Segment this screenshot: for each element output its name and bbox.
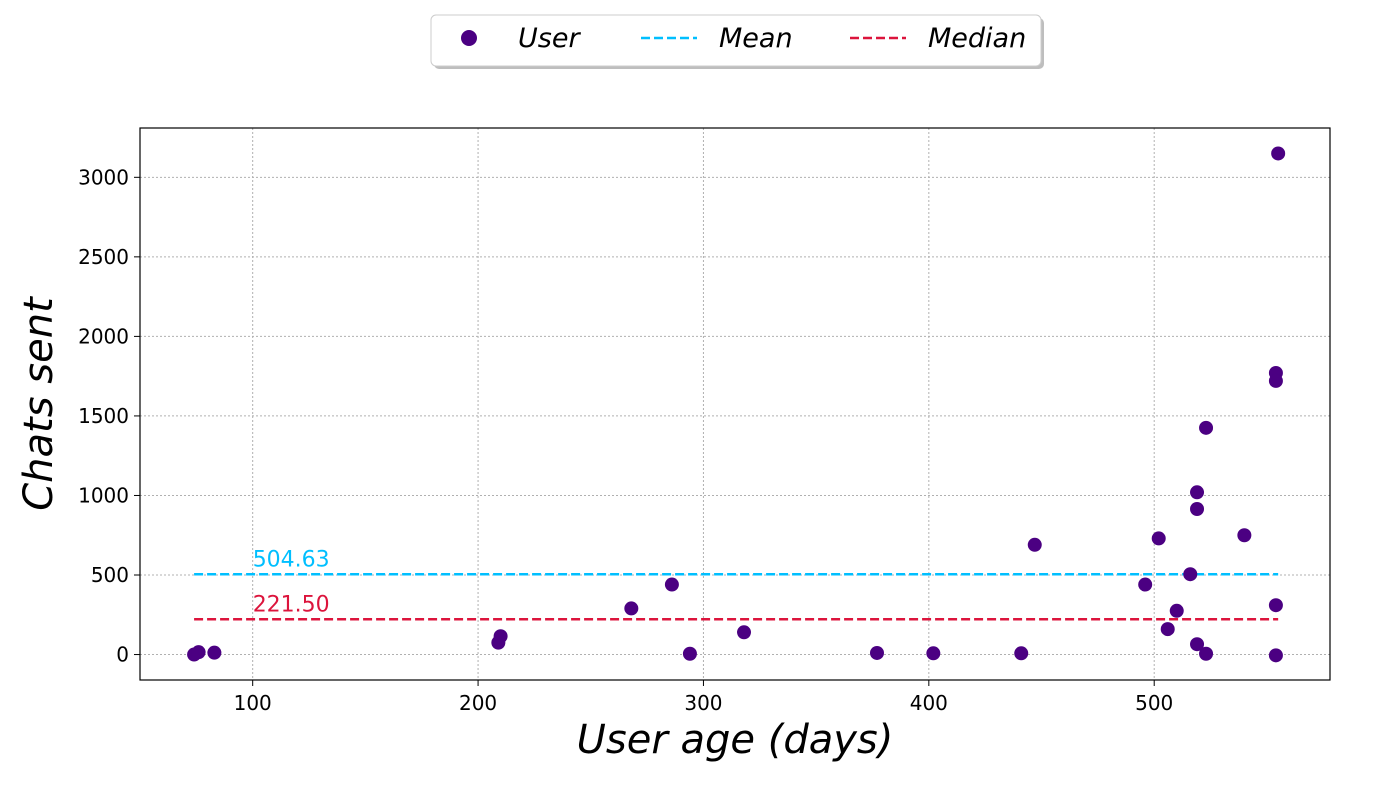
legend: User Mean Median [430,14,1044,69]
data-point [1151,531,1166,546]
data-point [1183,567,1198,582]
data-point [493,629,508,644]
data-point [1199,420,1214,435]
annotations: 504.63 221.50 [253,547,330,617]
data-point [682,646,697,661]
data-point [1237,528,1252,543]
x-axis-label: User age (days) [577,717,894,763]
x-axis-ticks: 100 200 300 400 500 [234,680,1173,715]
data-point [207,645,222,660]
data-point [664,577,679,592]
data-point [1190,637,1205,652]
data-point [1027,537,1042,552]
data-point [1271,146,1286,161]
y-tick-label: 3000 [78,165,129,189]
y-tick-label: 2500 [78,245,129,269]
x-tick-label: 400 [910,691,948,715]
data-point [1268,648,1283,663]
data-point [1199,646,1214,661]
data-point [926,646,941,661]
legend-label-user: User [518,23,581,54]
data-point [1190,485,1205,500]
y-axis-ticks: 0 500 1000 1500 2000 2500 3000 [78,165,140,667]
y-tick-label: 2000 [78,324,129,348]
data-point [1169,603,1184,618]
legend-marker-user [461,30,477,46]
x-tick-label: 500 [1135,691,1173,715]
y-tick-label: 0 [116,643,129,667]
legend-label-mean: Mean [719,23,793,54]
reference-lines [194,573,1279,621]
data-point [1014,646,1029,661]
grid-lines [140,128,1330,680]
y-axis-label: Chats sent [16,296,62,511]
x-tick-label: 200 [459,691,497,715]
data-point [737,625,752,640]
median-annotation: 221.50 [253,592,330,617]
data-points [187,146,1286,663]
data-point [1190,501,1205,516]
data-point [624,601,639,616]
data-point [1138,577,1153,592]
x-tick-label: 300 [684,691,722,715]
legend-box [430,14,1042,67]
data-point [1268,373,1283,388]
data-point [869,645,884,660]
data-point [1160,622,1175,637]
plot-frame [139,127,1331,681]
data-point [1268,598,1283,613]
y-tick-label: 1500 [78,404,129,428]
y-tick-label: 1000 [78,483,129,507]
mean-annotation: 504.63 [253,547,330,572]
x-tick-label: 100 [234,691,272,715]
y-tick-label: 500 [91,563,129,587]
legend-label-median: Median [928,23,1026,54]
data-point [191,645,206,660]
